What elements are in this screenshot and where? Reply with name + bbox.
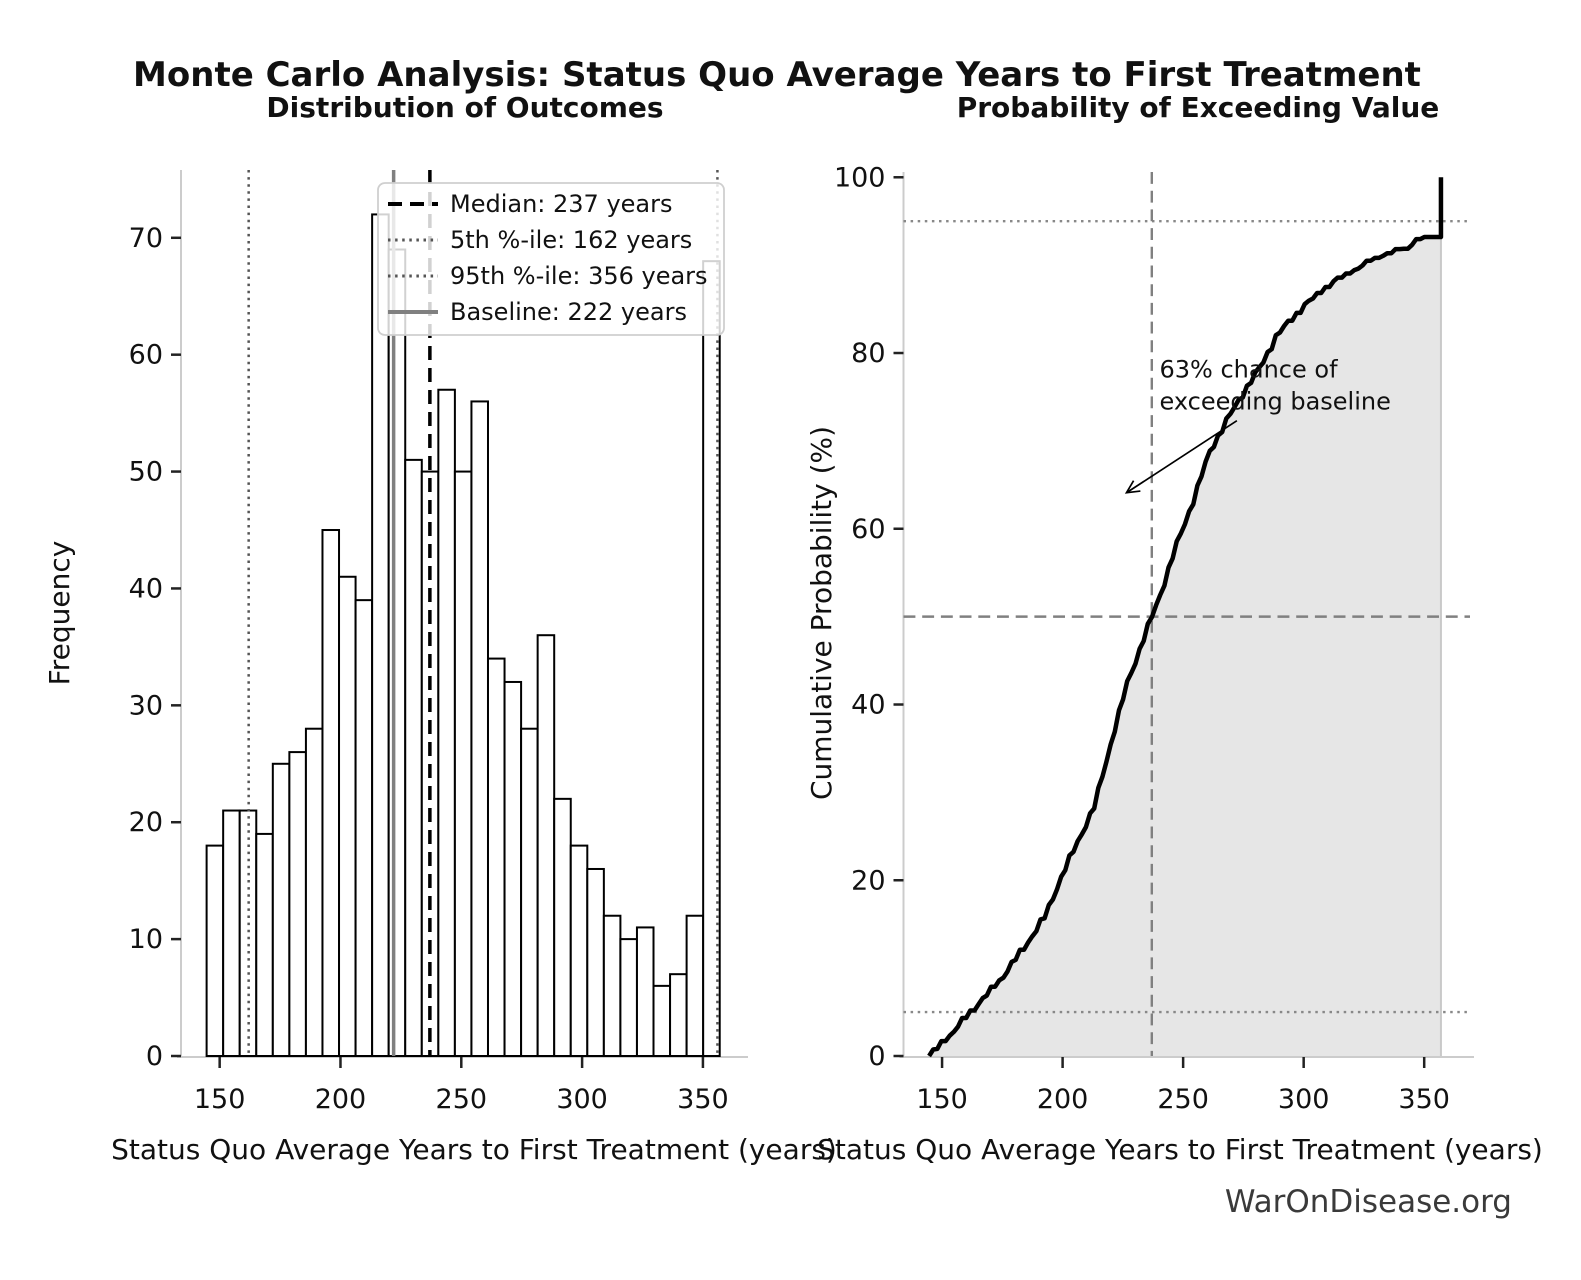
histogram-bar xyxy=(288,751,307,1057)
histogram-bar xyxy=(536,634,556,1057)
histogram-bar xyxy=(702,260,721,1057)
histogram-x-tick-label: 350 xyxy=(677,1084,729,1115)
cdf-y-tick-label: 0 xyxy=(868,1041,885,1072)
histogram-bar xyxy=(685,914,705,1057)
histogram-bar xyxy=(437,388,456,1057)
histogram-bar xyxy=(271,762,291,1057)
legend-label: Median: 237 years xyxy=(450,190,673,218)
histogram-bar xyxy=(238,809,258,1058)
histogram-x-tick-label: 150 xyxy=(194,1084,246,1115)
cdf-y-tick-label: 60 xyxy=(851,514,885,545)
histogram-x-tick-label: 300 xyxy=(556,1084,608,1115)
histogram-bar xyxy=(354,599,374,1057)
histogram-bar xyxy=(453,470,473,1058)
histogram-y-tick-label: 0 xyxy=(146,1041,163,1072)
histogram-bar xyxy=(586,867,605,1057)
cdf-x-tick-label: 250 xyxy=(1157,1084,1209,1115)
histogram-bar xyxy=(387,248,407,1057)
histogram-bar xyxy=(602,914,622,1057)
histogram-y-tick-label: 50 xyxy=(129,457,163,488)
histogram-y-tick-label: 20 xyxy=(129,807,163,838)
histogram-bar xyxy=(669,973,688,1058)
histogram-y-tick-label: 70 xyxy=(129,223,163,254)
cdf-x-tick-label: 350 xyxy=(1398,1084,1450,1115)
legend-label: Baseline: 222 years xyxy=(450,298,687,326)
cdf-x-tick-label: 200 xyxy=(1037,1084,1089,1115)
legend-label: 95th %-ile: 356 years xyxy=(450,262,708,290)
cdf-x-tick-label: 300 xyxy=(1278,1084,1330,1115)
histogram-bar xyxy=(338,575,357,1058)
histogram-y-tick-label: 40 xyxy=(129,573,163,604)
histogram-y-tick-label: 30 xyxy=(129,690,163,721)
histogram-plot: 150 200 250 300 350 0 10 20 30 40 50 60 70 Median: 23… xyxy=(129,170,748,1115)
cdf-y-tick-label: 80 xyxy=(851,338,885,369)
annotation-text-line: 63% chance of xyxy=(1160,356,1339,384)
histogram-bar xyxy=(205,844,225,1058)
histogram-bar xyxy=(652,984,672,1058)
histogram-x-tick-label: 250 xyxy=(436,1084,488,1115)
cdf-y-tick-label: 20 xyxy=(851,865,885,896)
histogram-xaxis-label: Status Quo Average Years to First Treatm… xyxy=(111,1133,837,1166)
histogram-bar xyxy=(321,529,341,1057)
histogram-bar xyxy=(371,213,390,1058)
histogram-bar xyxy=(520,727,539,1057)
histogram-bars xyxy=(205,213,721,1058)
histogram-bar xyxy=(553,797,572,1057)
histogram-bar xyxy=(470,400,489,1057)
cdf-yaxis-label: Cumulative Probability (%) xyxy=(805,426,838,800)
legend-label: 5th %-ile: 162 years xyxy=(450,226,692,254)
cdf-y-tick-label: 100 xyxy=(834,162,886,193)
annotation-arrow-head xyxy=(1124,480,1141,494)
histogram-bar xyxy=(255,832,274,1058)
figure-title: Monte Carlo Analysis: Status Quo Average… xyxy=(133,55,1421,95)
cdf-y-tick-label: 40 xyxy=(851,690,885,721)
histogram-bar xyxy=(304,727,324,1057)
cdf-plot: 150 200 250 300 350 0 20 40 60 80 100 63% chance of… xyxy=(834,162,1474,1115)
histogram-bar xyxy=(635,926,655,1057)
cdf-shaded-area xyxy=(929,237,1441,1056)
histogram-bar xyxy=(222,809,241,1058)
cdf-x-tick-label: 150 xyxy=(916,1084,968,1115)
histogram-bar xyxy=(569,844,589,1058)
legend-box xyxy=(377,182,725,336)
histogram-y-tick-label: 60 xyxy=(129,340,163,371)
cdf-title: Probability of Exceeding Value xyxy=(957,91,1440,124)
histogram-bar xyxy=(503,680,523,1057)
cdf-curve xyxy=(927,177,1444,1058)
histogram-bar xyxy=(619,938,638,1058)
histogram-title: Distribution of Outcomes xyxy=(266,91,663,124)
histogram-bar xyxy=(486,657,506,1057)
annotation-text-line: exceeding baseline xyxy=(1160,388,1391,416)
histogram-y-tick-label: 10 xyxy=(129,924,163,955)
histogram-x-tick-label: 200 xyxy=(315,1084,367,1115)
histogram-yaxis-label: Frequency xyxy=(43,541,76,686)
annotation-arrow-shaft xyxy=(1126,419,1238,494)
cdf-xaxis-label: Status Quo Average Years to First Treatm… xyxy=(817,1133,1543,1166)
legend: Median: 237 years 5th %-ile: 162 years 95t… xyxy=(377,182,725,336)
histogram-bar xyxy=(404,458,423,1058)
annotation: 63% chance of exceeding baseline xyxy=(1124,356,1391,494)
watermark: WarOnDisease.org xyxy=(1225,1184,1512,1220)
